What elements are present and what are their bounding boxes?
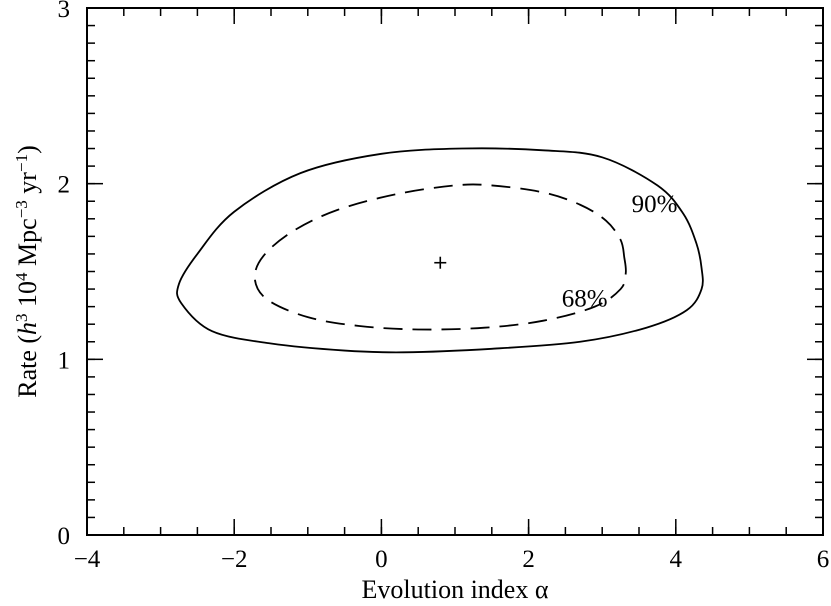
x-tick-label: 0 — [375, 546, 388, 573]
x-axis-title: Evolution index α — [362, 575, 549, 604]
y-tick-label: 1 — [58, 347, 71, 374]
minor-ticks — [86, 7, 824, 536]
y-title-suffix: ) — [13, 145, 42, 154]
contour-68-line — [253, 183, 627, 331]
y-title-mpc: Mpc — [13, 218, 42, 272]
contour-label-90: 90% — [632, 191, 678, 218]
y-tick-label: 3 — [58, 0, 71, 23]
y-tick-label: 0 — [58, 523, 71, 550]
y-title-ten-exp: 4 — [12, 272, 31, 281]
y-title-yr-exp: −1 — [12, 154, 31, 172]
y-title-h: h — [13, 322, 42, 335]
x-tick-label: 4 — [670, 546, 683, 573]
x-tick-label: 2 — [522, 546, 535, 573]
tick-labels: −4 −2 0 2 4 6 0 1 2 3 — [58, 0, 830, 573]
y-title-yr: yr — [13, 172, 42, 201]
contour-90-line — [176, 147, 704, 354]
best-fit-marker — [434, 256, 447, 269]
major-ticks — [86, 7, 824, 536]
y-tick-label: 2 — [58, 172, 71, 199]
y-title-mpc-exp: −3 — [12, 200, 31, 218]
y-title-ten: 10 — [13, 281, 42, 314]
plot-frame — [86, 7, 824, 536]
y-axis-title: Rate (h3 104 Mpc−3 yr−1) — [12, 145, 42, 398]
x-tick-label: −4 — [74, 546, 101, 573]
x-tick-label: −2 — [221, 546, 248, 573]
contours: 90% 68% — [176, 147, 704, 354]
y-title-h-exp: 3 — [12, 313, 31, 322]
x-tick-label: 6 — [817, 546, 830, 573]
y-title-prefix: Rate ( — [13, 335, 42, 398]
contour-label-68: 68% — [562, 286, 608, 313]
